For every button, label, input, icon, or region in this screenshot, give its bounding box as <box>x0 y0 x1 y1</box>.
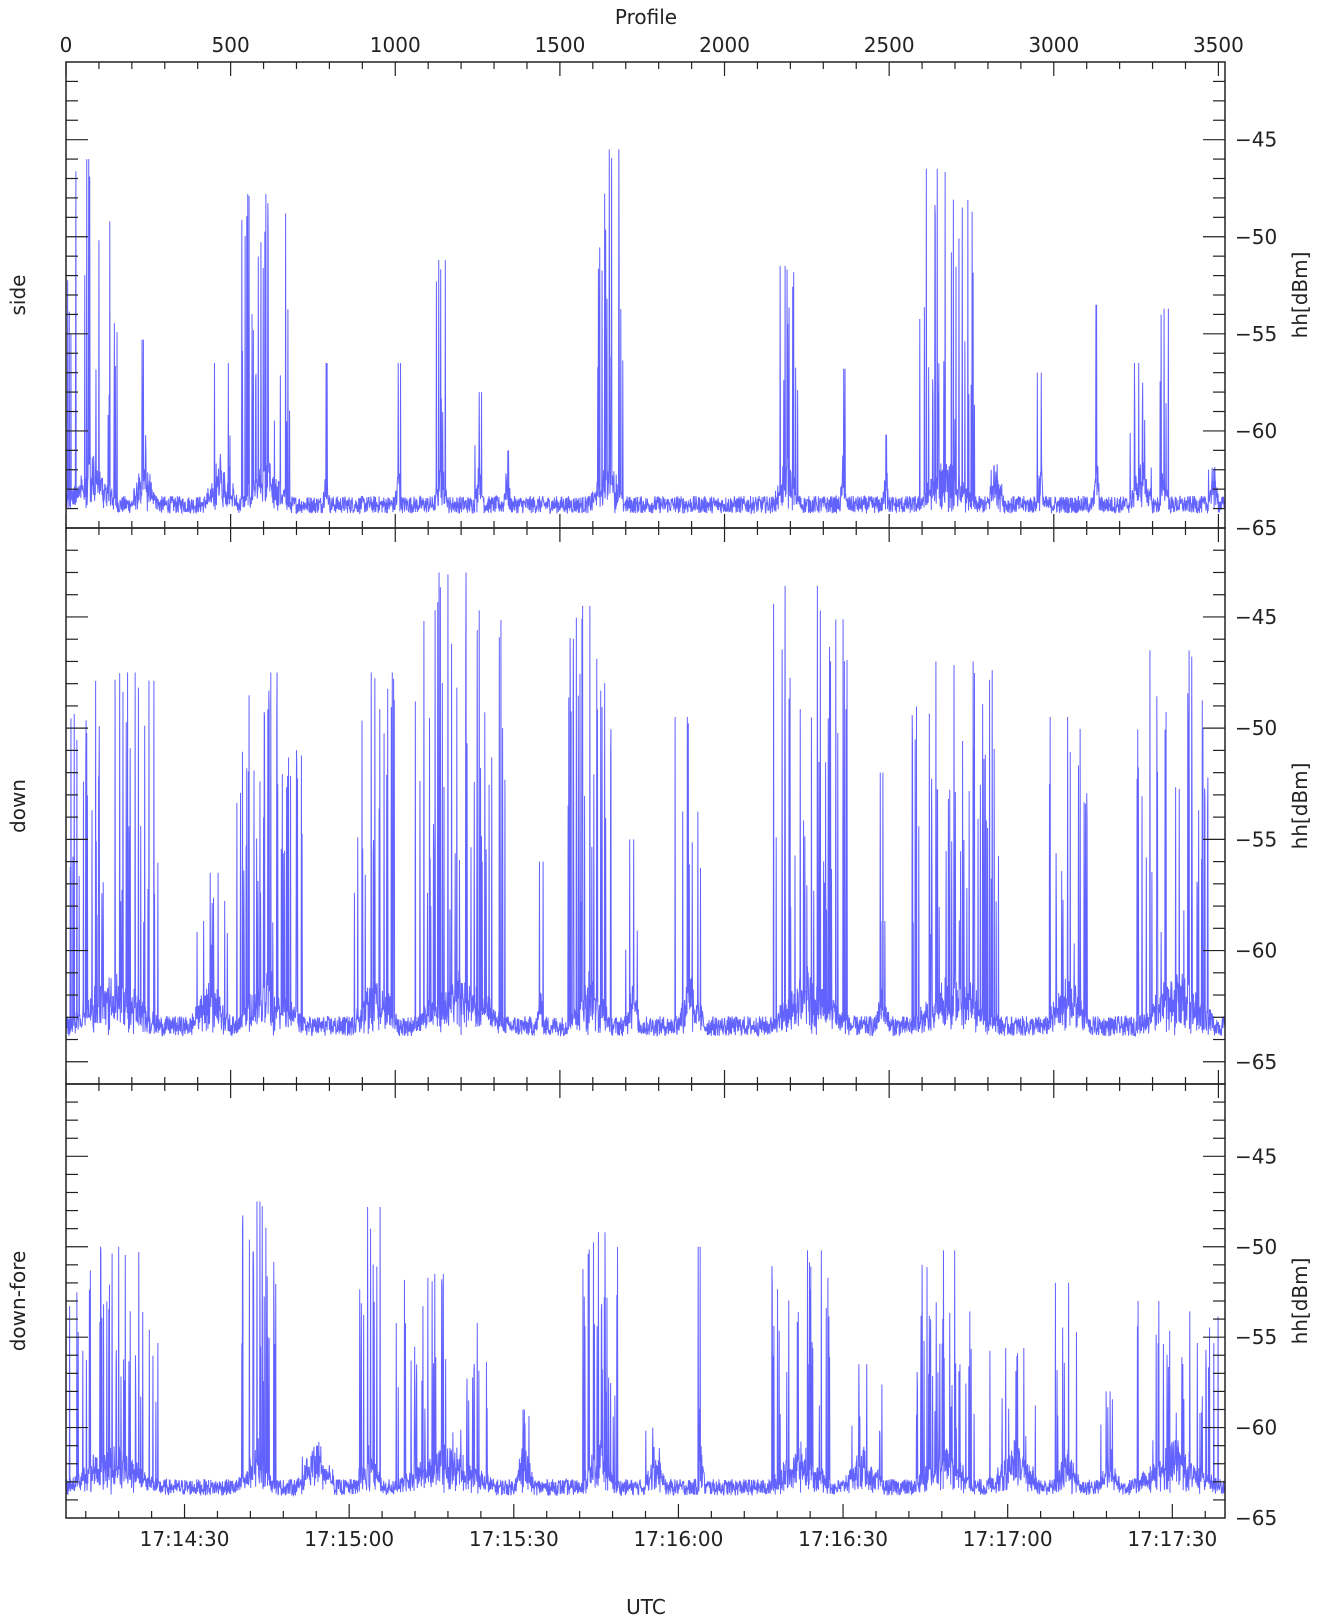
ytick-label: −45 <box>1235 128 1277 152</box>
ytick-label: −55 <box>1235 1325 1277 1349</box>
ytick-label: −45 <box>1235 1144 1277 1168</box>
panels: −45 −50 −55 −60 −65 side hh[dBm] −45 −50 −55 −60 −6… <box>6 61 1312 1530</box>
top-tick-label: 2000 <box>699 33 750 57</box>
top-tick-label: 3500 <box>1193 33 1244 57</box>
ytick-label: −60 <box>1235 419 1277 443</box>
panel-down: −45 −50 −55 −60 −65 down hh[dBm] <box>6 527 1312 1085</box>
ytick-label: −50 <box>1235 1235 1277 1259</box>
top-tick-label: 3000 <box>1028 33 1079 57</box>
ytick-label: −65 <box>1235 516 1277 540</box>
ytick-label: −65 <box>1235 1050 1277 1074</box>
panel-name-label: side <box>6 275 30 316</box>
top-tick-label: 0 <box>60 33 73 57</box>
top-tick-label: 500 <box>212 33 250 57</box>
bottom-tick-label: 17:17:00 <box>963 1527 1053 1551</box>
top-tick-label: 1000 <box>370 33 421 57</box>
bottom-tick-label: 17:17:30 <box>1127 1527 1217 1551</box>
trace-down-fore <box>66 1201 1225 1497</box>
ytick-label: −50 <box>1235 716 1277 740</box>
panel-ylabel: hh[dBm] <box>1288 763 1312 850</box>
top-axis: 0 500 1000 1500 2000 2500 3000 3500 <box>60 33 1244 1098</box>
bottom-axis: 17:14:30 17:15:00 17:15:30 17:16:00 17:16:30… <box>85 1504 1217 1551</box>
trace-side <box>66 149 1225 515</box>
ytick-label: −60 <box>1235 939 1277 963</box>
top-tick-label: 1500 <box>534 33 585 57</box>
top-tick-label: 2500 <box>864 33 915 57</box>
panel-frame <box>65 61 1226 529</box>
panel-name-label: down-fore <box>6 1251 30 1352</box>
panel-name-label: down <box>6 779 30 833</box>
ytick-label: −45 <box>1235 605 1277 629</box>
panel-ylabel: hh[dBm] <box>1288 1258 1312 1345</box>
panel-ylabel: hh[dBm] <box>1288 252 1312 339</box>
bottom-tick-label: 17:14:30 <box>140 1527 230 1551</box>
panel-side: −45 −50 −55 −60 −65 side hh[dBm] <box>6 61 1312 540</box>
bottom-tick-label: 17:16:30 <box>798 1527 888 1551</box>
bottom-tick-label: 17:16:00 <box>634 1527 724 1551</box>
ytick-label: −65 <box>1235 1506 1277 1530</box>
bottom-tick-label: 17:15:00 <box>304 1527 394 1551</box>
ytick-label: −55 <box>1235 322 1277 346</box>
ytick-label: −55 <box>1235 827 1277 851</box>
panel-down-fore: −45 −50 −55 −60 −65 down-fore hh[dBm] <box>6 1083 1312 1530</box>
trace-down <box>66 572 1225 1037</box>
ytick-label: −60 <box>1235 1416 1277 1440</box>
bottom-tick-label: 17:15:30 <box>469 1527 559 1551</box>
top-axis-title: Profile <box>615 5 677 29</box>
ytick-label: −50 <box>1235 225 1277 249</box>
bottom-axis-title: UTC <box>626 1595 666 1619</box>
